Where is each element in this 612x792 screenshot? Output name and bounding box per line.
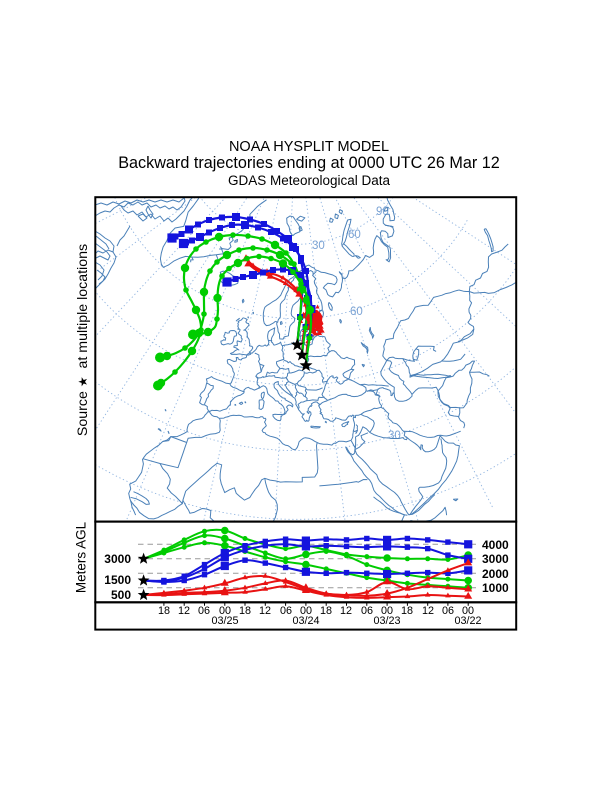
svg-text:30: 30 [312,240,325,252]
svg-text:60: 60 [350,306,363,318]
svg-text:60: 60 [348,229,361,241]
svg-text:30: 30 [388,430,401,442]
